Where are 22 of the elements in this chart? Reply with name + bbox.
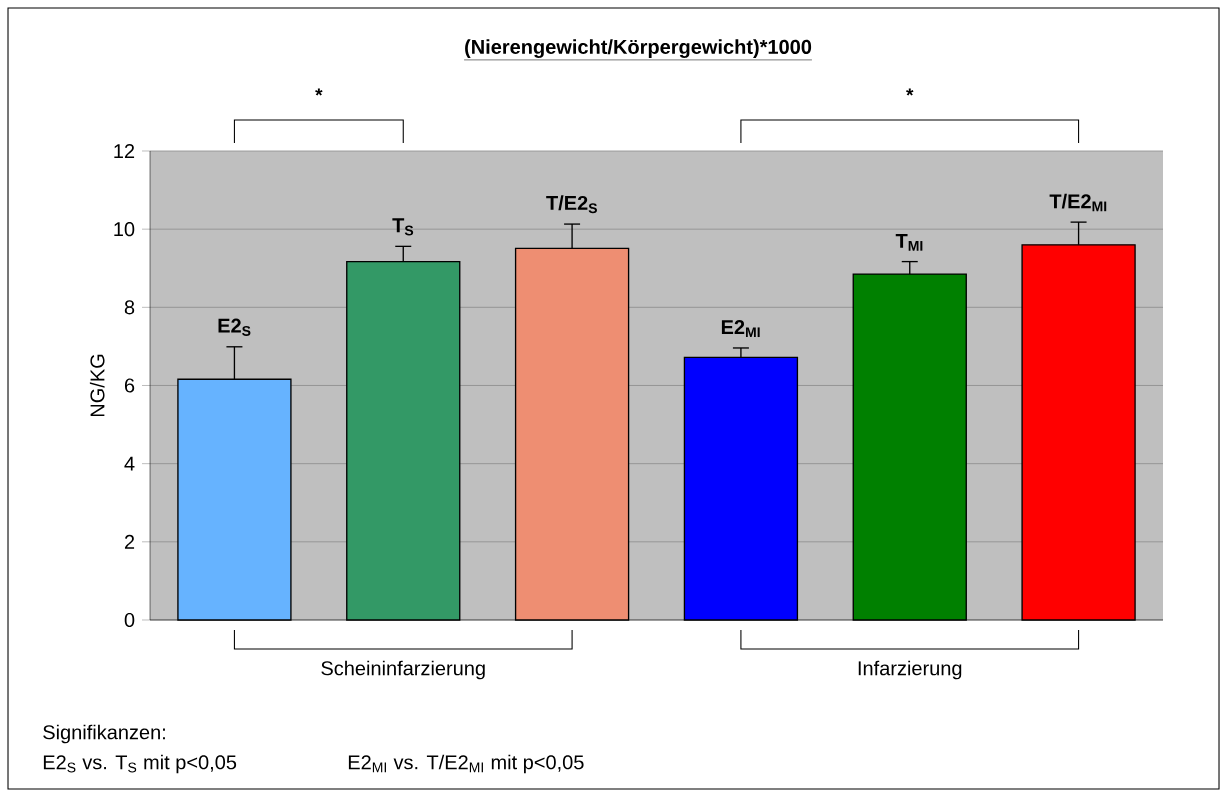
x-tick-label: T$_{S}$ [392, 218, 414, 236]
y-tick-label: 4 [124, 456, 135, 471]
y-tick-label: 8 [124, 300, 135, 315]
x-tick-label: E2$_{S}$ [218, 318, 251, 336]
x-tick-label: T/E2$_{S}$ [546, 195, 597, 214]
x-tick-label: E2$_{MI}$ [721, 320, 760, 338]
y-tick-label: 0 [124, 612, 135, 628]
y-axis-title: NG/KG [89, 354, 105, 417]
text: * [315, 88, 323, 96]
x-tick-label: T$_{MI}$ [895, 233, 923, 251]
text: E2$_{MI}$ vs. T/E2$_{MI}$ mit p<0,05 [348, 754, 584, 774]
text: * [906, 88, 914, 96]
y-tick-label: 2 [124, 534, 135, 549]
y-tick-label: 6 [124, 378, 135, 393]
chart-title: (Nierengewicht/Körpergewicht)*1000 [465, 39, 812, 59]
text: E2$_{S}$ vs. T$_{S}$ mit p<0,05 [43, 754, 237, 774]
text: Scheininfarzierung [321, 660, 485, 680]
y-tick-label: 10 [114, 222, 135, 237]
text: Signifikanzen: [43, 724, 165, 744]
y-tick-label: 12 [114, 144, 135, 158]
x-tick-label: T/E2$_{MI}$ [1049, 193, 1107, 212]
text: Infarzierung [858, 660, 962, 680]
